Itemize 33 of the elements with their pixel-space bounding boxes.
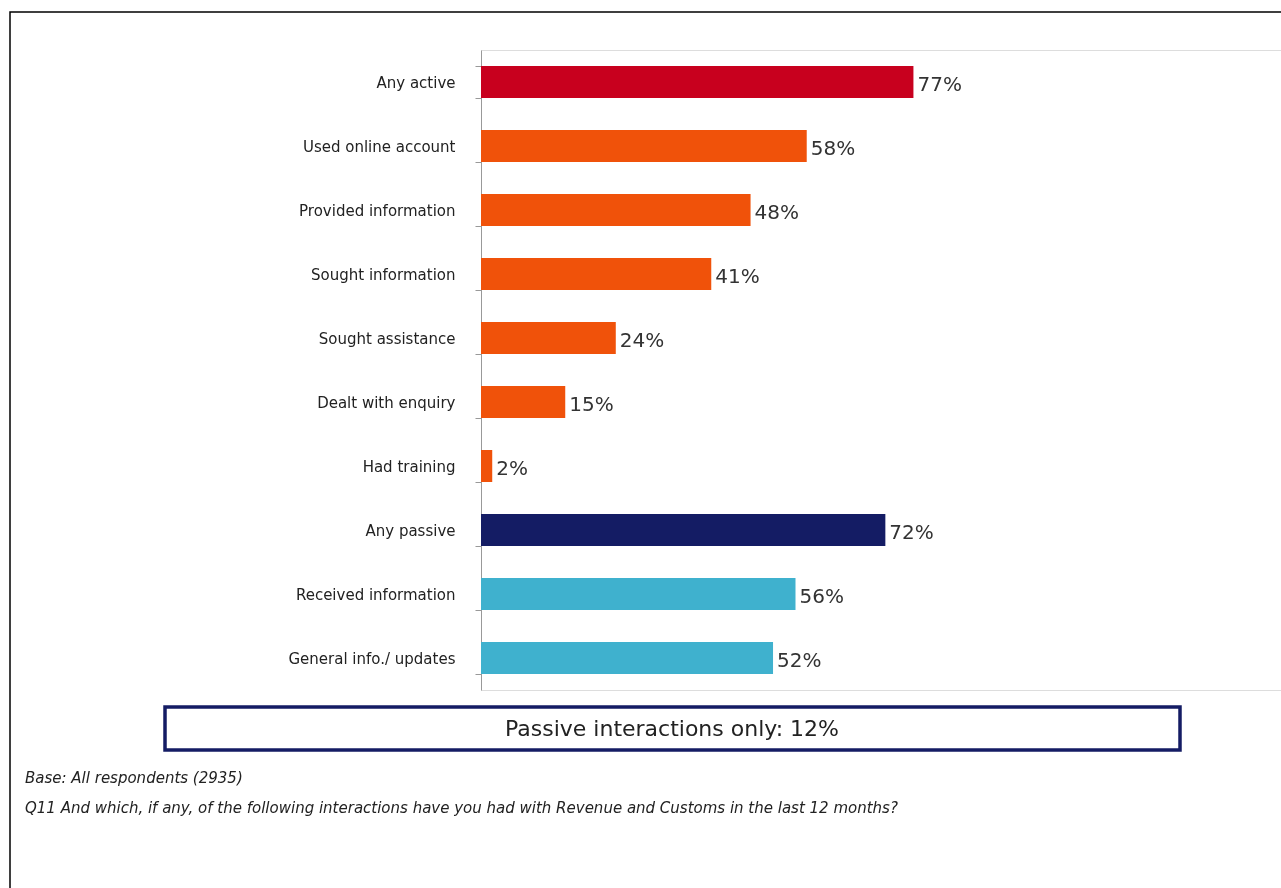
y-tick-label: Sought information: [311, 265, 456, 284]
data-label: 72%: [889, 520, 934, 544]
bar: [481, 578, 796, 610]
data-label: 41%: [715, 264, 760, 288]
text: Passive interactions only: 12%: [504, 716, 840, 741]
text: Q11 And which, if any, of the following interactions have you had with Revenue and Customs in the last 12 months?: [25, 799, 898, 817]
data-label: 2%: [496, 456, 528, 480]
y-tick-label: General info./ updates: [288, 649, 456, 668]
y-tick-label: Provided information: [299, 201, 456, 220]
y-tick-label: Had training: [362, 457, 456, 476]
bar: [481, 450, 493, 482]
data-label: 24%: [619, 328, 665, 352]
text: Base: All respondents (2935): [25, 769, 243, 787]
bar: [481, 258, 712, 290]
bar: [481, 386, 566, 418]
y-tick-label: Any active: [376, 73, 456, 92]
bar: [481, 130, 807, 162]
y-tick-label: Sought assistance: [318, 329, 456, 348]
data-label: 58%: [810, 136, 856, 160]
bar: [481, 194, 751, 226]
y-tick-label: Any passive: [365, 521, 456, 540]
bar: [481, 642, 774, 674]
data-label: 48%: [754, 200, 800, 224]
data-label: 56%: [799, 584, 844, 608]
y-tick-label: Used online account: [302, 137, 456, 156]
bar: [481, 514, 886, 546]
y-tick-label: Received information: [295, 585, 456, 604]
data-label: 15%: [569, 392, 614, 416]
bar: [481, 66, 914, 98]
y-tick-label: Dealt with enquiry: [317, 393, 456, 412]
data-label: 77%: [917, 72, 962, 96]
data-label: 52%: [777, 648, 822, 672]
bar: [481, 322, 616, 354]
